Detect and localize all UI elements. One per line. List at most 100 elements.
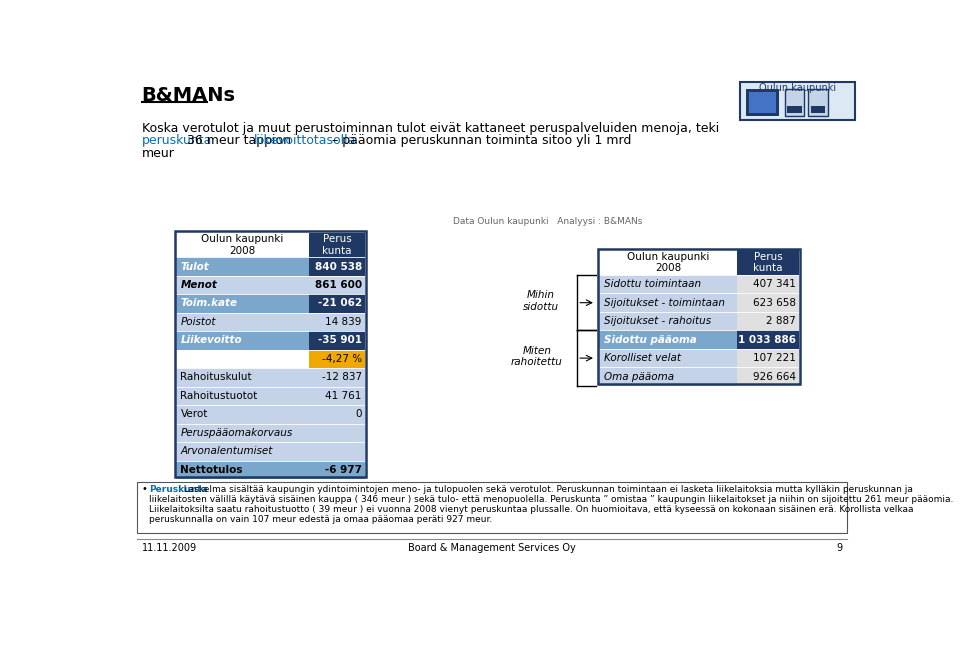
Bar (309, 349, 365, 368)
Bar (599, 367, 737, 386)
Bar (810, 106, 826, 114)
Bar (785, 89, 804, 116)
Bar (746, 89, 779, 116)
Text: peruskunta: peruskunta (142, 134, 212, 148)
Text: Korolliset velat: Korolliset velat (604, 353, 681, 363)
Bar (599, 331, 737, 349)
Text: Koska verotulot ja muut perustoiminnan tulot eivät kattaneet peruspalveluiden me: Koska verotulot ja muut perustoiminnan t… (142, 122, 719, 135)
Text: – pääomia peruskunnan toiminta sitoo yli 1 mrd: – pääomia peruskunnan toiminta sitoo yli… (328, 134, 632, 148)
Text: 407 341: 407 341 (753, 279, 796, 289)
Text: 2 887: 2 887 (766, 316, 796, 326)
Bar (176, 313, 309, 331)
Text: Liikevoitto: Liikevoitto (180, 335, 242, 345)
Bar (737, 275, 799, 293)
Bar (309, 387, 365, 405)
Text: 107 221: 107 221 (753, 353, 796, 363)
Text: 36 meur tappion: 36 meur tappion (183, 134, 295, 148)
Text: -4,27 %: -4,27 % (322, 354, 362, 364)
Bar (176, 442, 309, 460)
Bar (309, 460, 365, 479)
Bar (137, 482, 847, 533)
Text: Peruskunta: Peruskunta (149, 484, 207, 494)
Text: 861 600: 861 600 (315, 280, 362, 290)
Text: Sidottu pääoma: Sidottu pääoma (604, 335, 696, 345)
Bar (176, 368, 309, 387)
Bar (309, 257, 365, 276)
Text: Perus
kunta: Perus kunta (754, 252, 782, 273)
Text: liikelaitosten välillä käytävä sisäinen kauppa ( 346 meur ) sekä tulo- että meno: liikelaitosten välillä käytävä sisäinen … (149, 494, 953, 504)
Text: liikevoittotasolla: liikevoittotasolla (253, 134, 356, 148)
Bar (740, 81, 854, 120)
Text: Perus
kunta: Perus kunta (323, 234, 351, 256)
Bar (309, 424, 365, 442)
Bar (309, 276, 365, 294)
Bar (176, 331, 309, 349)
Text: -6 977: -6 977 (324, 465, 362, 475)
Text: Oulun kaupunki: Oulun kaupunki (758, 83, 836, 93)
Bar (309, 313, 365, 331)
Bar (737, 367, 799, 386)
Text: Mihin
sidottu: Mihin sidottu (523, 291, 559, 312)
Text: : Laskelma sisältää kaupungin ydintoimintojen meno- ja tulopuolen sekä verotulot: : Laskelma sisältää kaupungin ydintoimin… (179, 484, 913, 494)
Text: -12 837: -12 837 (322, 372, 362, 382)
Text: Arvonalentumiset: Arvonalentumiset (180, 446, 273, 456)
Text: 1 033 886: 1 033 886 (738, 335, 796, 345)
Text: Poistot: Poistot (180, 317, 216, 327)
Bar (309, 405, 365, 424)
Text: Liikelaitoksilta saatu rahoitustuotto ( 39 meur ) ei vuonna 2008 vienyt peruskun: Liikelaitoksilta saatu rahoitustuotto ( … (149, 504, 913, 514)
Text: peruskunnalla on vain 107 meur edestä ja omaa pääomaa peräti 927 meur.: peruskunnalla on vain 107 meur edestä ja… (149, 514, 492, 524)
Text: Oulun kaupunki
2008: Oulun kaupunki 2008 (627, 252, 709, 273)
Bar (737, 331, 799, 349)
Text: Tulot: Tulot (180, 261, 209, 271)
Text: Sijoitukset - toimintaan: Sijoitukset - toimintaan (604, 298, 725, 308)
Bar (309, 232, 365, 257)
Bar (176, 424, 309, 442)
Text: B&MANs: B&MANs (142, 86, 236, 105)
Text: -35 901: -35 901 (318, 335, 362, 345)
Text: Menot: Menot (180, 280, 217, 290)
Bar (176, 349, 309, 368)
Text: Nettotulos: Nettotulos (180, 465, 243, 475)
Text: 14 839: 14 839 (325, 317, 362, 327)
Bar (176, 276, 309, 294)
Text: •: • (142, 484, 148, 494)
Text: Rahoitustuotot: Rahoitustuotot (180, 391, 257, 401)
Text: Toim.kate: Toim.kate (180, 299, 237, 309)
Text: 623 658: 623 658 (753, 298, 796, 308)
Text: Sidottu toimintaan: Sidottu toimintaan (604, 279, 701, 289)
Text: Miten
rahoitettu: Miten rahoitettu (511, 346, 563, 367)
Text: Rahoituskulut: Rahoituskulut (180, 372, 252, 382)
Bar (599, 293, 737, 312)
Text: Oma pääoma: Oma pääoma (604, 371, 674, 381)
Text: Peruspääomakorvaus: Peruspääomakorvaus (180, 428, 293, 438)
Bar (175, 231, 366, 478)
Bar (176, 232, 309, 257)
Text: 926 664: 926 664 (753, 371, 796, 381)
Text: 41 761: 41 761 (325, 391, 362, 401)
Text: 9: 9 (836, 543, 842, 553)
Text: 840 538: 840 538 (315, 261, 362, 271)
Bar (598, 248, 800, 384)
Text: 11.11.2009: 11.11.2009 (142, 543, 197, 553)
Text: Oulun kaupunki
2008: Oulun kaupunki 2008 (202, 234, 283, 256)
Text: Board & Management Services Oy: Board & Management Services Oy (408, 543, 576, 553)
Bar (309, 331, 365, 349)
Bar (808, 89, 828, 116)
Bar (737, 312, 799, 331)
Bar (599, 275, 737, 293)
Text: meur: meur (142, 147, 175, 160)
Bar (309, 368, 365, 387)
Bar (176, 460, 309, 479)
Bar (176, 294, 309, 313)
Bar (176, 387, 309, 405)
Bar (176, 257, 309, 276)
Bar (750, 92, 776, 112)
Text: Verot: Verot (180, 409, 207, 420)
Bar (599, 250, 737, 275)
Bar (787, 106, 802, 114)
Bar (599, 349, 737, 367)
Text: -21 062: -21 062 (318, 299, 362, 309)
Bar (737, 293, 799, 312)
Bar (737, 250, 799, 275)
Text: 0: 0 (355, 409, 362, 420)
